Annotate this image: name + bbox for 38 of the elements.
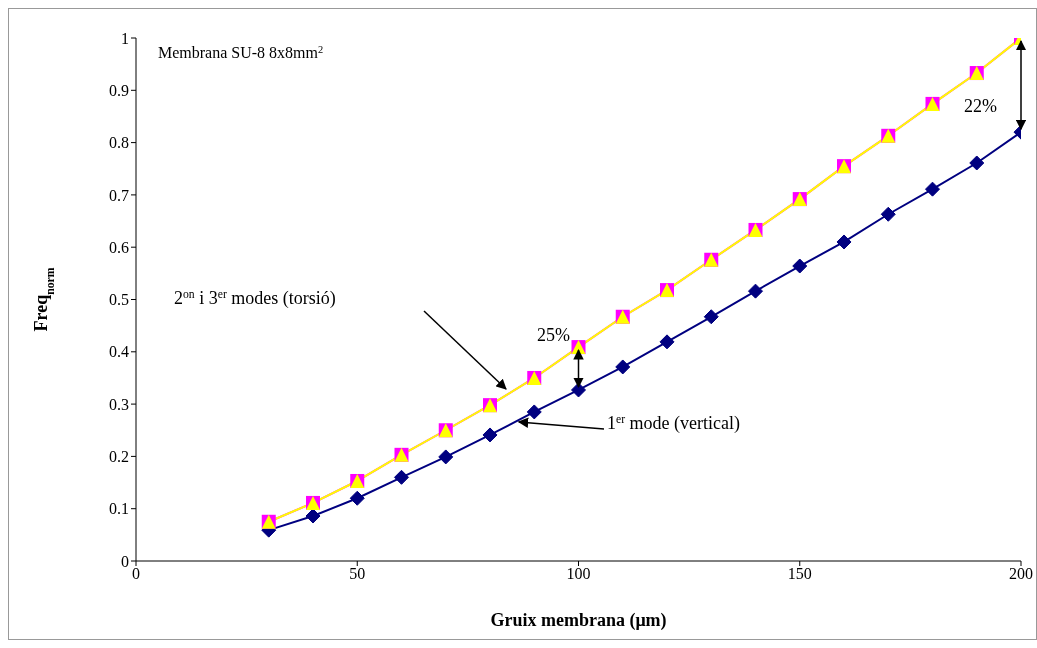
annotation: 1$^{er}$ mode (vertical) bbox=[607, 412, 741, 434]
y-tick-label: 0.3 bbox=[109, 395, 129, 413]
point bbox=[792, 258, 808, 274]
x-tick-label: 0 bbox=[132, 565, 140, 583]
point bbox=[571, 382, 586, 398]
point bbox=[925, 181, 940, 197]
point bbox=[526, 404, 542, 420]
x-tick-label: 100 bbox=[566, 565, 591, 583]
x-tick-label: 200 bbox=[1009, 565, 1033, 583]
point bbox=[349, 490, 365, 506]
point bbox=[659, 334, 675, 350]
point bbox=[880, 206, 896, 222]
annotation: 25% bbox=[537, 325, 570, 345]
point bbox=[615, 359, 631, 375]
annotation: 22% bbox=[964, 96, 997, 116]
point bbox=[969, 155, 985, 171]
point bbox=[748, 283, 763, 299]
point bbox=[836, 234, 852, 250]
y-tick-label: 0.1 bbox=[109, 500, 129, 518]
x-axis-title: Gruix membrana (μm) bbox=[490, 610, 667, 631]
annotation: 2$^{on}$ i 3$^{er}$ modes (torsió) bbox=[174, 287, 336, 309]
annotation: Membrana SU-8 8x8mm$^{2}$ bbox=[158, 43, 324, 61]
y-tick-label: 0.7 bbox=[109, 186, 129, 204]
y-tick-label: 0.6 bbox=[109, 238, 129, 256]
y-tick-label: 0.8 bbox=[109, 134, 129, 152]
point bbox=[482, 427, 498, 443]
y-tick-label: 0.2 bbox=[109, 448, 129, 466]
y-tick-label: 0.4 bbox=[109, 343, 129, 361]
x-tick-label: 150 bbox=[787, 565, 812, 583]
point bbox=[305, 508, 321, 524]
x-tick-label: 50 bbox=[349, 565, 366, 583]
y-tick-label: 0 bbox=[121, 552, 129, 570]
y-tick-label: 0.5 bbox=[109, 291, 129, 309]
point bbox=[703, 309, 719, 325]
y-tick-label: 0.9 bbox=[109, 81, 129, 99]
y-tick-label: 1 bbox=[121, 29, 129, 47]
point bbox=[394, 469, 409, 485]
point bbox=[438, 449, 454, 465]
